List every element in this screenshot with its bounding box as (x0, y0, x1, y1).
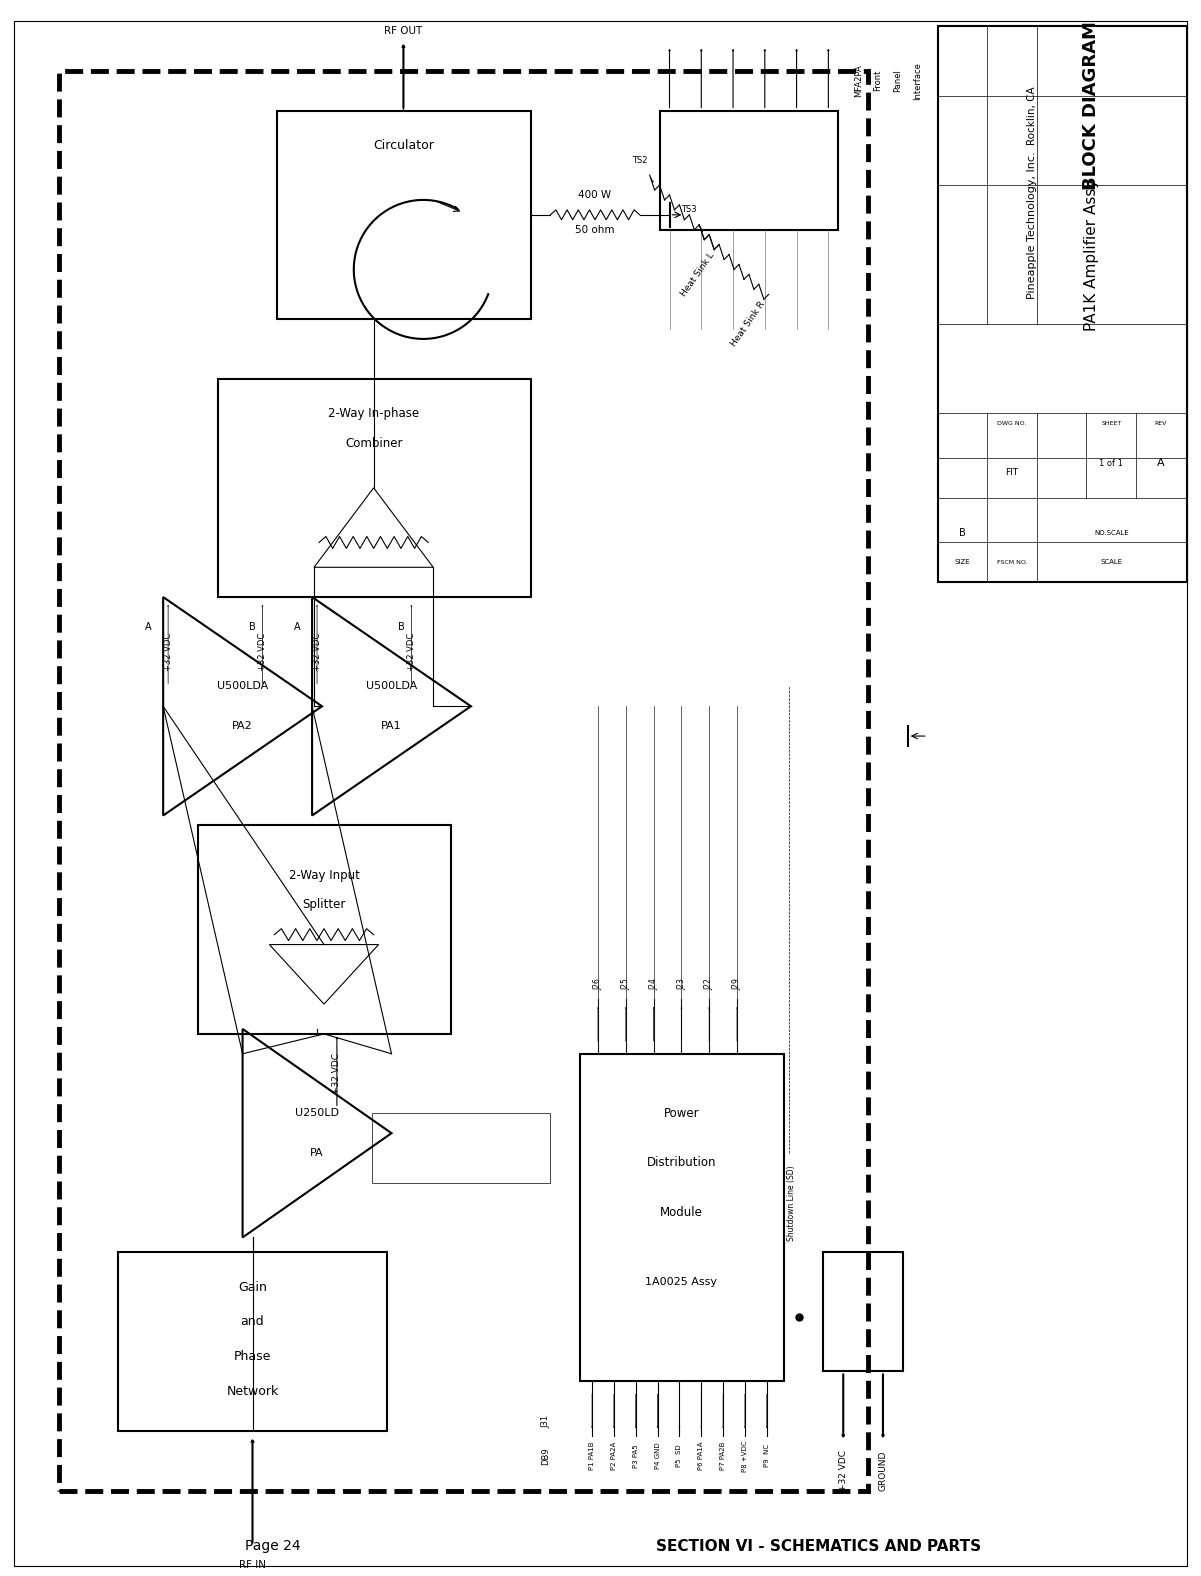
Text: Distribution: Distribution (646, 1157, 716, 1169)
Text: Shutdown Line (SD): Shutdown Line (SD) (787, 1165, 796, 1240)
Text: P3 PA5: P3 PA5 (633, 1444, 639, 1467)
Bar (217, 378, 531, 597)
Text: Front: Front (873, 69, 883, 91)
Text: 1 of 1: 1 of 1 (1099, 459, 1123, 468)
Text: PA2: PA2 (232, 722, 253, 731)
Text: P9  NC: P9 NC (764, 1444, 770, 1467)
Text: PA1: PA1 (381, 722, 402, 731)
Text: RF IN: RF IN (239, 1560, 265, 1570)
Text: P8 +VDC: P8 +VDC (742, 1440, 748, 1472)
Text: FSCM NO.: FSCM NO. (997, 559, 1027, 564)
Text: +32 VDC: +32 VDC (407, 632, 416, 671)
Text: BLOCK DIAGRAM: BLOCK DIAGRAM (1082, 20, 1100, 191)
Text: J22: J22 (705, 979, 713, 990)
Text: +32 VDC: +32 VDC (163, 632, 173, 671)
Text: Pineapple Technology, Inc.: Pineapple Technology, Inc. (1027, 151, 1036, 298)
Text: A: A (1157, 459, 1165, 468)
Text: TS2: TS2 (632, 156, 647, 165)
Text: P6 PA1A: P6 PA1A (698, 1442, 704, 1470)
Text: DB9: DB9 (540, 1447, 550, 1464)
Text: Page 24: Page 24 (245, 1540, 300, 1554)
Text: +32 VDC: +32 VDC (838, 1450, 848, 1491)
Text: PA: PA (310, 1147, 324, 1158)
Bar (198, 826, 452, 1034)
Text: REV: REV (1155, 421, 1167, 426)
Text: Network: Network (226, 1385, 279, 1398)
Text: Panel: Panel (894, 69, 902, 93)
Text: 400 W: 400 W (579, 191, 611, 200)
Text: B: B (960, 528, 966, 537)
Text: Circulator: Circulator (374, 139, 434, 151)
Text: RF OUT: RF OUT (384, 27, 423, 36)
Text: SHEET: SHEET (1101, 421, 1122, 426)
Text: 2-Way In-phase: 2-Way In-phase (328, 407, 419, 419)
Text: Combiner: Combiner (345, 437, 402, 449)
Text: SCALE: SCALE (1100, 559, 1123, 566)
Text: J26: J26 (593, 979, 603, 990)
Text: GROUND: GROUND (878, 1450, 888, 1491)
Text: MFA2PA: MFA2PA (854, 65, 862, 98)
Text: B: B (398, 623, 405, 632)
Text: +32 VDC: +32 VDC (333, 1053, 341, 1094)
Bar (938, 27, 1187, 582)
Text: Module: Module (661, 1206, 703, 1220)
Text: FIT: FIT (1005, 468, 1018, 478)
Text: J23: J23 (677, 979, 686, 990)
Text: SIZE: SIZE (955, 559, 970, 566)
Bar (659, 110, 838, 230)
Text: 2-Way Input: 2-Way Input (288, 868, 359, 881)
Text: +32 VDC: +32 VDC (312, 632, 322, 671)
Text: Rocklin, CA: Rocklin, CA (1027, 87, 1036, 145)
Text: Interface: Interface (913, 61, 922, 99)
Text: TS3: TS3 (681, 205, 697, 214)
Text: Heat Sink R: Heat Sink R (729, 299, 766, 348)
Text: U250LD: U250LD (295, 1108, 339, 1119)
Text: A: A (294, 623, 300, 632)
Text: J29: J29 (733, 979, 741, 990)
Text: P1 PA1B: P1 PA1B (588, 1442, 594, 1470)
Text: 1A0025 Assy: 1A0025 Assy (645, 1277, 717, 1288)
Text: B: B (249, 623, 256, 632)
Bar (824, 1253, 903, 1371)
Text: Phase: Phase (234, 1351, 271, 1363)
Text: Power: Power (664, 1106, 699, 1121)
Bar (119, 1253, 387, 1431)
Text: U500LDA: U500LDA (366, 681, 417, 692)
Text: P5  SD: P5 SD (676, 1445, 682, 1467)
Text: J31: J31 (540, 1415, 550, 1428)
Text: P4 GND: P4 GND (655, 1442, 661, 1469)
Text: A: A (145, 623, 151, 632)
Text: PA1K Amplifier Assy: PA1K Amplifier Assy (1085, 178, 1099, 331)
Text: Splitter: Splitter (303, 898, 346, 911)
Bar (371, 1113, 550, 1184)
Text: J24: J24 (649, 979, 658, 990)
Text: and: and (240, 1316, 264, 1329)
Text: SECTION VI - SCHEMATICS AND PARTS: SECTION VI - SCHEMATICS AND PARTS (656, 1538, 981, 1554)
Text: +32 VDC: +32 VDC (258, 632, 267, 671)
Text: 50 ohm: 50 ohm (575, 225, 615, 235)
Bar (59, 71, 868, 1491)
Text: Heat Sink L: Heat Sink L (680, 251, 717, 298)
Text: P2 PA2A: P2 PA2A (611, 1442, 617, 1470)
Text: P7 PA2B: P7 PA2B (721, 1442, 727, 1470)
Text: Gain: Gain (238, 1281, 267, 1294)
Text: J25: J25 (621, 979, 631, 990)
Bar (277, 110, 531, 318)
Bar (580, 1054, 784, 1382)
Text: DWG NO.: DWG NO. (997, 421, 1027, 426)
Text: U500LDA: U500LDA (217, 681, 268, 692)
Text: NO.SCALE: NO.SCALE (1094, 530, 1129, 536)
